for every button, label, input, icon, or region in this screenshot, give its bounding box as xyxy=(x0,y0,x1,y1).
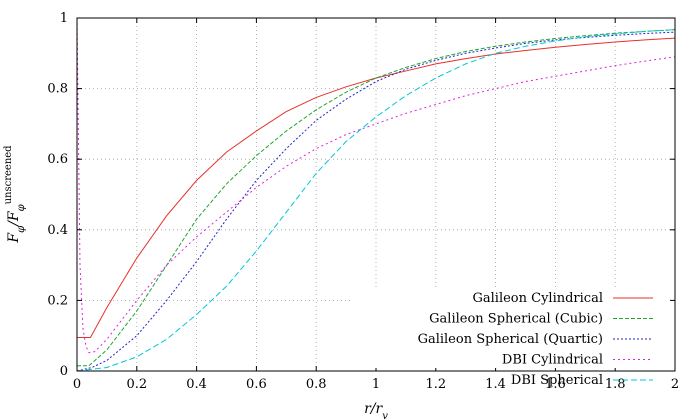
x-tick-label: 1.8 xyxy=(605,377,626,392)
grid xyxy=(77,18,675,371)
x-tick-label: 1 xyxy=(372,377,380,392)
y-tick-labels: 0 0.2 0.4 0.6 0.8 1 xyxy=(47,11,68,379)
x-tick-label: 0.8 xyxy=(306,377,327,392)
series-line-4 xyxy=(76,17,676,354)
y-tick-label: 0.4 xyxy=(47,223,68,238)
x-tick-label: 0 xyxy=(73,377,81,392)
legend-label: DBI Spherical xyxy=(511,373,603,388)
y-tick-label: 0 xyxy=(60,364,68,379)
x-tick-label: 1.4 xyxy=(485,377,506,392)
y-tick-label: 1 xyxy=(60,11,68,26)
x-tick-label: 0.6 xyxy=(246,377,267,392)
x-tick-labels: 0 0.2 0.4 0.6 0.8 1 1.2 1.4 1.6 1.8 2 xyxy=(73,377,679,392)
series-line-3 xyxy=(76,31,676,372)
y-axis-label: Fφ/Fφunscreened xyxy=(3,145,27,244)
x-tick-label: 2 xyxy=(671,377,679,392)
series-lines xyxy=(76,17,676,372)
y-tick-label: 0.8 xyxy=(47,82,68,97)
x-tick-label: 0.2 xyxy=(126,377,147,392)
x-tick-label: 1.6 xyxy=(545,377,566,392)
x-axis-label: r/rv xyxy=(364,401,388,420)
y-tick-label: 0.6 xyxy=(47,152,68,167)
x-tick-label: 0.4 xyxy=(186,377,207,392)
series-line-1 xyxy=(77,37,676,338)
series-line-2 xyxy=(77,29,676,367)
legend-label: Galileon Spherical (Quartic) xyxy=(418,332,603,347)
series-line-5 xyxy=(76,29,676,372)
legend-label: Galileon Spherical (Cubic) xyxy=(429,312,603,327)
legend: Galileon Cylindrical Galileon Spherical (… xyxy=(350,288,670,388)
legend-label: Galileon Cylindrical xyxy=(473,291,604,306)
legend-label: DBI Cylindrical xyxy=(502,353,603,368)
y-tick-label: 0.2 xyxy=(47,293,68,308)
x-tick-label: 1.2 xyxy=(425,377,446,392)
legend-background xyxy=(350,288,670,368)
